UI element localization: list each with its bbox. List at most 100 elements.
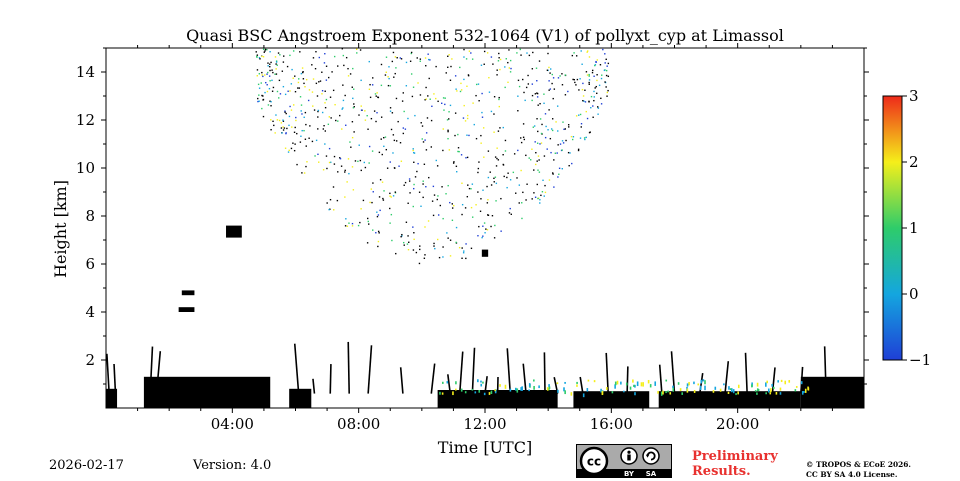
data-pixel	[474, 124, 475, 125]
data-pixel	[801, 381, 803, 384]
data-pixel	[369, 89, 370, 90]
data-pixel	[484, 232, 485, 233]
data-pixel	[593, 91, 594, 92]
data-pixel	[482, 382, 484, 384]
data-pixel	[346, 57, 347, 58]
data-pixel	[276, 61, 277, 62]
data-pixel	[316, 140, 317, 141]
data-pixel	[586, 111, 587, 112]
data-pixel	[315, 68, 316, 69]
data-pixel	[385, 136, 386, 137]
data-pixel	[480, 135, 481, 136]
data-pixel	[326, 79, 327, 80]
data-pixel	[443, 109, 444, 110]
data-pixel	[538, 155, 539, 156]
data-pixel	[391, 214, 392, 215]
data-pixel	[478, 83, 479, 84]
data-pixel	[530, 159, 531, 160]
data-pixel	[777, 380, 779, 382]
data-pixel	[449, 202, 450, 203]
data-pixel	[453, 162, 454, 163]
data-pixel	[449, 149, 450, 150]
data-pixel	[259, 73, 260, 74]
data-pixel	[341, 108, 342, 109]
data-pixel	[538, 159, 539, 160]
data-pixel	[574, 79, 575, 80]
data-pixel	[592, 117, 593, 118]
data-pixel	[407, 235, 408, 236]
data-pixel	[528, 83, 529, 84]
masked-region	[482, 250, 488, 257]
data-pixel	[423, 141, 424, 142]
data-pixel	[510, 71, 511, 72]
data-pixel	[470, 188, 471, 189]
data-pixel	[323, 128, 324, 129]
data-pixel	[602, 391, 604, 395]
data-pixel	[287, 66, 288, 67]
data-pixel	[291, 83, 292, 84]
data-pixel	[591, 96, 592, 97]
data-pixel	[500, 230, 501, 231]
data-pixel	[313, 78, 314, 79]
data-pixel	[520, 54, 521, 55]
data-pixel	[488, 215, 489, 216]
data-pixel	[266, 73, 267, 74]
data-pixel	[278, 97, 279, 98]
masked-region	[801, 377, 864, 408]
data-pixel	[278, 52, 279, 53]
data-pixel	[509, 212, 510, 213]
data-pixel	[667, 391, 669, 393]
data-pixel	[267, 62, 268, 63]
data-pixel	[390, 111, 391, 112]
data-pixel	[456, 90, 457, 91]
signal-streak	[507, 348, 510, 393]
data-pixel	[387, 76, 388, 77]
data-pixel	[428, 220, 429, 221]
signal-streak	[627, 366, 628, 393]
data-pixel	[269, 51, 270, 52]
data-pixel	[533, 127, 534, 128]
data-pixel	[395, 73, 396, 74]
data-pixel	[554, 88, 555, 89]
data-pixel	[272, 72, 273, 73]
data-pixel	[459, 247, 460, 248]
y-axis-label: Height [km]	[51, 180, 70, 278]
data-pixel	[291, 148, 292, 149]
data-pixel	[471, 207, 472, 208]
data-pixel	[589, 56, 590, 57]
data-pixel	[589, 84, 590, 85]
data-pixel	[455, 242, 456, 243]
data-pixel	[312, 141, 313, 142]
data-pixel	[447, 185, 448, 186]
data-pixel	[326, 202, 327, 203]
data-pixel	[458, 151, 459, 152]
data-pixel	[302, 130, 303, 131]
data-pixel	[456, 227, 457, 228]
data-pixel	[447, 237, 448, 238]
data-pixel	[291, 126, 292, 127]
data-pixel	[406, 62, 407, 63]
data-pixel	[417, 57, 418, 58]
data-pixel	[548, 89, 549, 90]
data-pixel	[300, 141, 301, 142]
data-pixel	[318, 110, 319, 111]
data-pixel	[654, 381, 656, 385]
data-pixel	[471, 248, 472, 249]
data-pixel	[617, 381, 619, 385]
data-pixel	[263, 116, 264, 117]
masked-region	[289, 389, 311, 408]
data-pixel	[318, 81, 319, 82]
data-pixel	[457, 151, 458, 152]
data-pixel	[391, 240, 392, 241]
data-pixel	[281, 122, 282, 123]
data-pixel	[491, 56, 492, 57]
data-pixel	[475, 204, 476, 205]
data-pixel	[596, 86, 597, 87]
data-pixel	[507, 62, 508, 63]
data-pixel	[467, 184, 468, 185]
data-pixel	[380, 179, 381, 180]
data-pixel	[301, 104, 302, 105]
data-pixel	[376, 95, 377, 96]
data-pixel	[598, 107, 599, 108]
